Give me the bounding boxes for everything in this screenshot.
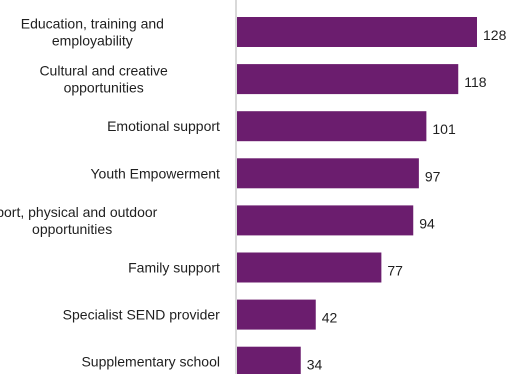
- value-label: 94: [419, 215, 435, 231]
- bar: [237, 158, 419, 189]
- category-label: Specialist SEND provider: [63, 307, 221, 323]
- category-label-line: opportunities: [64, 80, 144, 96]
- category-label-line: Emotional support: [107, 118, 220, 134]
- category-label: Education, training and employability: [21, 16, 164, 49]
- value-labels: 128 118 101 97 94 77 42 34: [307, 27, 507, 373]
- bar: [237, 346, 301, 374]
- category-label-line: Sport, physical and outdoor: [0, 204, 158, 220]
- category-label: Cultural and creative opportunities: [39, 63, 168, 96]
- category-label: Emotional support: [107, 118, 220, 134]
- bars-layer: [237, 17, 477, 374]
- category-label-line: employability: [52, 33, 133, 49]
- category-label-line: Youth Empowerment: [90, 165, 220, 181]
- value-label: 42: [322, 310, 338, 326]
- value-label: 128: [483, 27, 507, 43]
- value-label: 101: [432, 121, 456, 137]
- category-label: Sport, physical and outdoor opportunities: [0, 204, 158, 237]
- category-label: Family support: [128, 260, 220, 276]
- category-label: Supplementary school: [81, 354, 220, 370]
- value-label: 34: [307, 357, 323, 373]
- value-label: 77: [387, 263, 403, 279]
- category-label-line: Cultural and creative: [39, 63, 168, 79]
- category-label: Youth Empowerment: [90, 165, 220, 181]
- category-label-line: Supplementary school: [81, 354, 220, 370]
- bar: [237, 111, 427, 142]
- bar: [237, 64, 459, 95]
- bar: [237, 17, 477, 47]
- category-label-line: Family support: [128, 260, 220, 276]
- value-label: 97: [425, 168, 441, 184]
- bar: [237, 252, 382, 283]
- bar: [237, 299, 316, 330]
- category-label-line: Specialist SEND provider: [63, 307, 221, 323]
- category-labels: Education, training and employability Cult…: [0, 16, 220, 370]
- bar: [237, 205, 414, 236]
- category-label-line: Education, training and: [21, 16, 164, 32]
- category-label-line: opportunities: [32, 221, 112, 237]
- value-label: 118: [464, 74, 487, 90]
